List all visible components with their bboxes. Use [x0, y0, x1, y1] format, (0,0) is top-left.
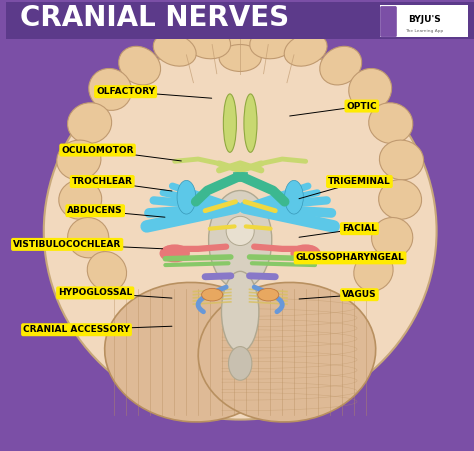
Text: CRANIAL ACCESSORY: CRANIAL ACCESSORY — [23, 325, 130, 334]
Ellipse shape — [177, 180, 196, 214]
Text: OLFACTORY: OLFACTORY — [96, 87, 155, 96]
Ellipse shape — [89, 69, 132, 110]
Ellipse shape — [379, 179, 421, 219]
Ellipse shape — [198, 282, 376, 422]
Ellipse shape — [369, 103, 413, 143]
Text: TRIGEMINAL: TRIGEMINAL — [328, 177, 391, 186]
FancyBboxPatch shape — [381, 6, 396, 37]
Ellipse shape — [153, 34, 196, 66]
Ellipse shape — [118, 46, 161, 85]
Ellipse shape — [223, 94, 237, 152]
Ellipse shape — [44, 42, 437, 419]
Ellipse shape — [379, 140, 424, 180]
Text: VAGUS: VAGUS — [342, 290, 377, 299]
Ellipse shape — [184, 26, 230, 59]
FancyBboxPatch shape — [381, 5, 468, 37]
Ellipse shape — [354, 252, 393, 291]
Ellipse shape — [349, 69, 392, 110]
Ellipse shape — [250, 26, 296, 59]
Ellipse shape — [160, 244, 190, 262]
Ellipse shape — [87, 252, 127, 291]
Ellipse shape — [68, 103, 112, 143]
FancyBboxPatch shape — [6, 2, 474, 39]
Text: VISTIBULOCOCHLEAR: VISTIBULOCOCHLEAR — [13, 240, 121, 249]
Ellipse shape — [284, 180, 303, 214]
Ellipse shape — [57, 140, 101, 180]
Ellipse shape — [219, 45, 261, 71]
Text: CRANIAL NERVES: CRANIAL NERVES — [20, 4, 290, 32]
Ellipse shape — [291, 244, 321, 262]
Text: HYPOGLOSSAL: HYPOGLOSSAL — [58, 288, 132, 297]
Text: GLOSSOPHARYNGEAL: GLOSSOPHARYNGEAL — [296, 253, 404, 262]
Ellipse shape — [226, 216, 254, 245]
Ellipse shape — [68, 217, 109, 258]
Ellipse shape — [59, 179, 102, 219]
Text: OCULOMOTOR: OCULOMOTOR — [61, 146, 134, 155]
Ellipse shape — [212, 22, 268, 58]
Text: FACIAL: FACIAL — [342, 224, 377, 233]
Text: BYJU'S: BYJU'S — [408, 15, 441, 24]
Ellipse shape — [372, 217, 413, 258]
Text: The Learning App: The Learning App — [405, 29, 444, 33]
Ellipse shape — [105, 282, 282, 422]
Ellipse shape — [258, 288, 279, 301]
Ellipse shape — [201, 288, 223, 301]
Text: TROCHLEAR: TROCHLEAR — [72, 177, 133, 186]
Ellipse shape — [228, 346, 252, 380]
Text: OPTIC: OPTIC — [346, 101, 377, 110]
Ellipse shape — [244, 94, 257, 152]
Ellipse shape — [320, 46, 362, 85]
Ellipse shape — [284, 34, 327, 66]
Text: ABDUCENS: ABDUCENS — [67, 206, 123, 215]
Ellipse shape — [209, 190, 272, 289]
Ellipse shape — [221, 272, 259, 352]
